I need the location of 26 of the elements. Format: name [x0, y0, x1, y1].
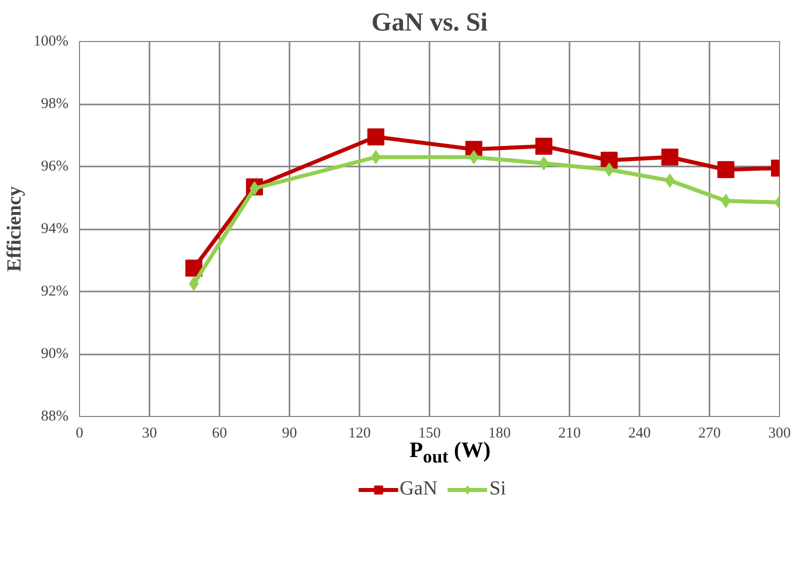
point: [661, 148, 678, 166]
chart-title: GaN vs. Si: [371, 8, 488, 36]
y-tick-label: 92%: [41, 284, 69, 300]
x-tick-label: 30: [142, 426, 157, 442]
x-tick-label: 270: [698, 426, 721, 442]
x-tick-label: 300: [768, 426, 791, 442]
x-tick-label: 120: [348, 426, 371, 442]
point: [367, 128, 384, 146]
x-tick-label: 180: [488, 426, 511, 442]
x-tick-label: 210: [558, 426, 581, 442]
y-tick-label: 96%: [41, 158, 69, 174]
legend-label: Si: [489, 478, 508, 500]
y-tick-label: 90%: [41, 346, 69, 362]
point: [535, 138, 552, 155]
x-tick-label: 90: [282, 426, 297, 442]
point: [717, 161, 734, 178]
legend-label: GaN: [400, 478, 438, 500]
x-tick-label: 60: [212, 426, 227, 442]
y-axis-title: Efficiency: [4, 186, 26, 272]
x-tick-label: 0: [76, 426, 84, 442]
y-tick-label: 94%: [41, 221, 69, 237]
y-tick-label: 98%: [41, 96, 69, 112]
y-tick-label: 100%: [34, 34, 69, 50]
x-tick-label: 240: [628, 426, 651, 442]
y-tick-label: 88%: [41, 408, 69, 424]
point: [185, 260, 202, 277]
